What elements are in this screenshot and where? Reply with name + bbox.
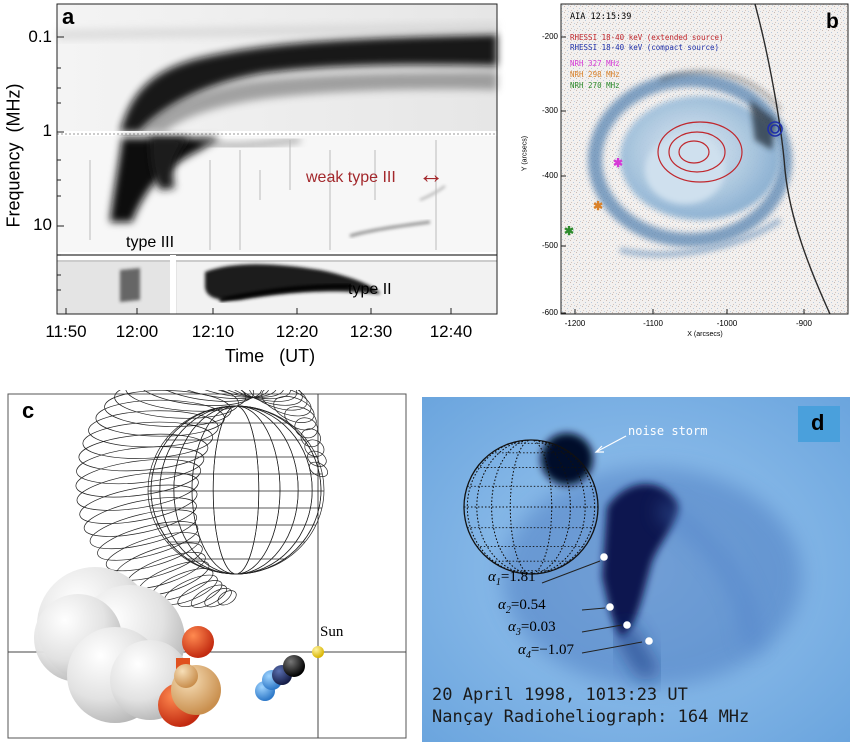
panel-a-spectrogram — [56, 3, 498, 315]
disk-meridian — [476, 440, 586, 574]
alpha-subscript: 2 — [505, 605, 511, 616]
x-tick-label: -1200 — [564, 319, 586, 328]
legend-entry: NRH 298 MHz — [570, 70, 620, 79]
panel-b-image: ✱ ✱ ✱ — [560, 3, 849, 315]
mesh-ring — [83, 497, 197, 537]
noise-storm-label: noise storm — [628, 424, 708, 438]
mesh-ring — [304, 439, 325, 457]
panel-c-label: c — [22, 398, 35, 423]
panel-a-label: a — [62, 4, 75, 29]
mesh-ring — [190, 584, 228, 608]
aia-timestamp: AIA 12:15:39 — [570, 12, 632, 22]
panel-d: d noise storm α1=1.81 α2=0.54 α3=0.03 α4… — [422, 397, 850, 742]
mesh-ring — [78, 433, 209, 472]
svg-text:✱: ✱ — [564, 224, 574, 238]
x-tick-label: 12:00 — [115, 322, 159, 341]
y-tick-label: -300 — [541, 106, 558, 115]
alpha-label: α2=0.54 — [498, 597, 546, 616]
alpha-subscript: 1 — [495, 577, 501, 588]
weak-type-iii-label: weak type III — [306, 169, 396, 186]
panel-d-label: d — [811, 410, 825, 435]
y-tick-label: -600 — [541, 308, 558, 317]
alpha-symbol: α — [508, 619, 516, 635]
type-iii-label: type III — [126, 234, 175, 251]
mesh-ring — [82, 421, 214, 459]
y-tick-label: 10 — [33, 215, 52, 234]
svg-text:✱: ✱ — [613, 156, 623, 170]
svg-text:✱: ✱ — [593, 199, 603, 213]
mesh-ring — [307, 450, 327, 467]
alpha-label: α4=−1.07 — [518, 642, 574, 661]
panel-c-model — [7, 360, 407, 739]
y-axis-label: Y (arcsecs) — [521, 135, 529, 172]
x-tick-label: 11:50 — [45, 322, 87, 341]
legend-entry: RHESSI 18-40 keV (compact source) — [570, 43, 720, 52]
mesh-ring — [217, 590, 237, 606]
mesh-ring — [261, 386, 312, 417]
x-tick-label: 12:30 — [349, 322, 393, 341]
solar-disk-grid — [464, 440, 598, 574]
y-tick-label: -500 — [541, 241, 558, 250]
alpha-subscript: 3 — [515, 627, 521, 638]
alpha-value: =−1.07 — [530, 642, 575, 658]
sun-label: Sun — [320, 624, 344, 640]
alpha-value: =0.54 — [510, 597, 546, 613]
mesh-ring — [294, 417, 318, 439]
alpha-value: =1.81 — [500, 569, 536, 585]
flux-rope-mesh — [75, 360, 329, 608]
mesh-ring — [97, 521, 199, 561]
legend-entry: RHESSI 18-40 keV (extended source) — [570, 33, 724, 42]
mesh-ring — [76, 446, 205, 485]
y-tick-label: -400 — [541, 171, 558, 180]
alpha-symbol: α — [498, 597, 506, 613]
x-axis-label: X (arcsecs) — [687, 331, 723, 338]
mesh-ring — [104, 390, 232, 427]
x-tick-label: -1000 — [716, 319, 738, 328]
panel-c: c Sun — [0, 360, 415, 742]
y-axis-label: Frequency (MHz) — [3, 83, 24, 228]
panel-b: ✱ ✱ ✱ b AIA 12:15:39 RHESSI 18-40 keV (e… — [510, 0, 850, 350]
alpha-symbol: α — [488, 569, 496, 585]
mesh-ring — [89, 509, 198, 550]
mesh-ring — [284, 406, 317, 431]
legend-entry: NRH 327 MHz — [570, 59, 620, 68]
mesh-meridian — [150, 405, 322, 575]
panel-a: a 0.1 1 10 Frequency (MHz) 11:50 12:00 1… — [0, 0, 510, 370]
y-tick-label: -200 — [541, 32, 558, 41]
mesh-ring — [79, 484, 198, 524]
panel-d-radioheliograph — [422, 397, 850, 742]
mesh-ring — [273, 396, 315, 423]
alpha-symbol: α — [518, 642, 526, 658]
mesh-ring — [308, 461, 329, 477]
x-tick-label: 12:40 — [429, 322, 473, 341]
x-axis-label: Time (UT) — [224, 346, 316, 366]
double-arrow-icon: ↔ — [418, 159, 444, 189]
y-tick-label: 1 — [42, 121, 52, 140]
mesh-ring — [75, 459, 202, 498]
mesh-ring — [76, 471, 199, 511]
alpha-value: =0.03 — [520, 619, 556, 635]
mesh-ring — [88, 410, 219, 448]
x-tick-label: 12:10 — [191, 322, 235, 341]
x-tick-label: 12:20 — [275, 322, 319, 341]
x-tick-label: -900 — [795, 319, 812, 328]
alpha-subscript: 4 — [525, 650, 531, 661]
caption-line-1: 20 April 1998, 1013:23 UT — [432, 685, 688, 705]
caption-line-2: Nançay Radioheliograph: 164 MHz — [432, 707, 750, 727]
y-tick-label: 0.1 — [28, 27, 52, 46]
alpha-label: α3=0.03 — [508, 619, 556, 638]
panel-b-label: b — [826, 10, 839, 33]
mesh-ring — [204, 587, 232, 608]
x-tick-label: -1100 — [643, 319, 663, 328]
legend-entry: NRH 270 MHz — [570, 81, 620, 90]
alpha-label: α1=1.81 — [488, 569, 536, 588]
type-ii-label: type II — [348, 281, 392, 298]
